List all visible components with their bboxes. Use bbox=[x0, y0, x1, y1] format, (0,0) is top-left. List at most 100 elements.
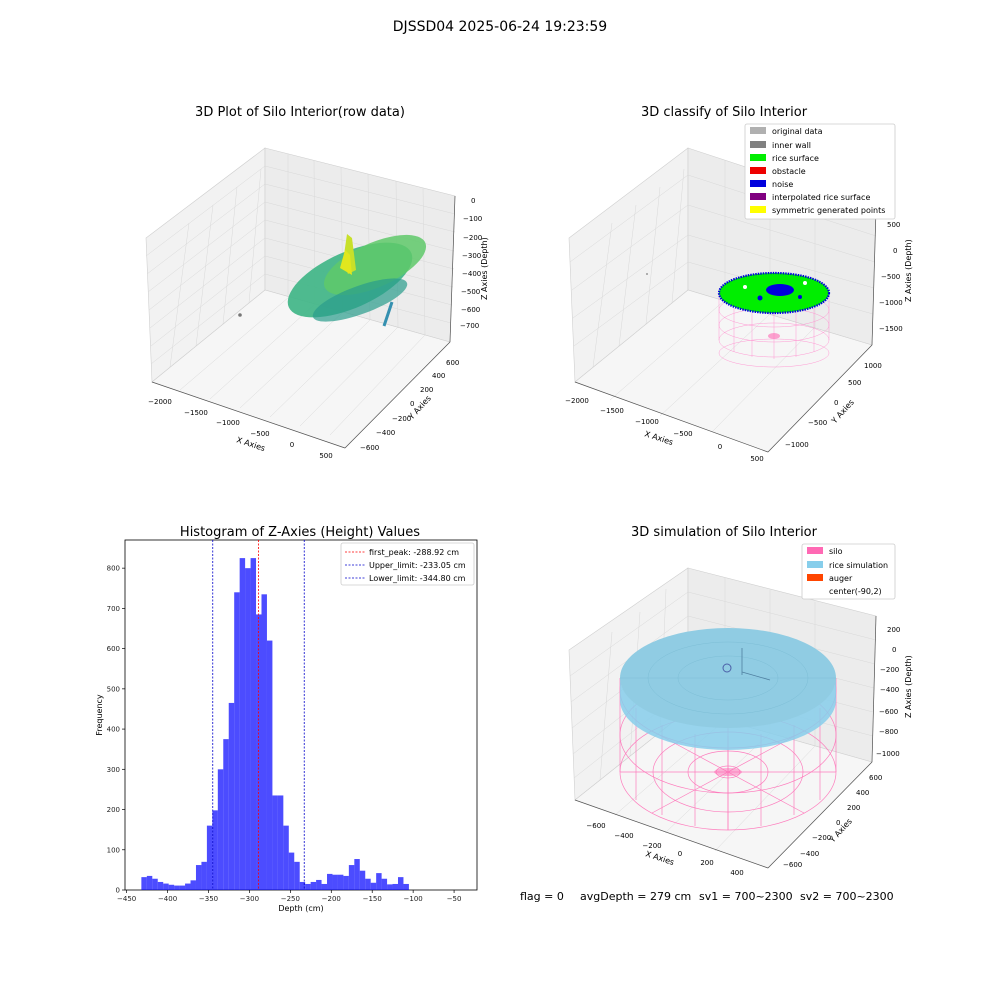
histogram-y-tick-label: 100 bbox=[107, 846, 120, 854]
histogram-bar bbox=[354, 859, 360, 890]
histogram-bar bbox=[403, 883, 409, 890]
histogram-bar bbox=[168, 884, 175, 890]
raw-x-tick: −500 bbox=[250, 430, 269, 438]
histogram-bar bbox=[316, 879, 322, 890]
histogram-bar bbox=[190, 880, 196, 890]
classify-cylinder bbox=[646, 271, 831, 368]
histogram-bar bbox=[163, 883, 169, 890]
legend-label-rice-surface: rice surface bbox=[772, 154, 819, 163]
classify-x-ticks: −2000 −1500 −1000 −500 0 500 bbox=[565, 397, 764, 463]
simulation-legend: silo rice simulation auger center(-90,2) bbox=[801, 543, 896, 600]
simulation-x-label: X Axies bbox=[644, 849, 675, 867]
simulation-y-label: Y Axies bbox=[827, 817, 854, 845]
histogram-bar bbox=[201, 861, 207, 890]
histogram-bar bbox=[250, 558, 257, 890]
raw-y-ticks: −600 −400 −200 0 200 400 600 bbox=[360, 359, 459, 452]
simulation-y-tick: 0 bbox=[836, 819, 840, 827]
simulation-y-tick: −400 bbox=[800, 850, 819, 858]
legend-label-silo: silo bbox=[829, 547, 843, 556]
histogram-bar bbox=[174, 885, 180, 890]
histogram-y-tick-label: 0 bbox=[116, 887, 120, 895]
histogram-x-tick-label: −100 bbox=[404, 895, 423, 903]
raw-z-tick: −600 bbox=[461, 306, 480, 314]
histogram-bar bbox=[256, 614, 262, 890]
simulation-z-tick: 0 bbox=[892, 646, 896, 654]
classify-z-tick: 0 bbox=[893, 247, 897, 255]
legend-swatch-original bbox=[750, 127, 766, 134]
histogram-bar bbox=[288, 852, 295, 890]
histogram-bar bbox=[185, 883, 191, 890]
histogram-bar bbox=[146, 875, 153, 890]
classify-z-ticks: 500 0 −500 −1000 −1500 bbox=[879, 221, 903, 333]
legend-swatch-obstacle bbox=[750, 167, 766, 174]
classify-x-tick: 0 bbox=[718, 443, 722, 451]
simulation-z-tick: −400 bbox=[880, 686, 899, 694]
histogram-x-tick-label: −50 bbox=[447, 895, 462, 903]
sv2-text: sv2 = 700~2300 bbox=[800, 890, 894, 903]
legend-label-auger: auger bbox=[829, 574, 853, 583]
histogram-bar bbox=[266, 640, 273, 890]
histogram-bar bbox=[239, 558, 246, 890]
classify-z-tick: −500 bbox=[881, 273, 900, 281]
histogram-bar bbox=[152, 878, 158, 890]
classify-z-label: Z Axies (Depth) bbox=[904, 239, 913, 302]
simulation-x-tick: 200 bbox=[700, 859, 713, 867]
simulation-z-label: Z Axies (Depth) bbox=[904, 655, 913, 718]
classify-x-tick: −2000 bbox=[565, 397, 589, 405]
histogram-bar bbox=[217, 769, 224, 890]
histogram-bar bbox=[272, 795, 278, 890]
legend-swatch-rice-surface bbox=[750, 154, 766, 161]
status-footer: flag = 0 avgDepth = 279 cm sv1 = 700~230… bbox=[520, 890, 894, 903]
histogram-x-tick-label: −400 bbox=[158, 895, 177, 903]
histogram-y-tick-label: 400 bbox=[107, 726, 120, 734]
raw-z-tick: −100 bbox=[463, 215, 482, 223]
classify-y-tick: 0 bbox=[834, 399, 838, 407]
simulation-y-tick: 400 bbox=[856, 789, 869, 797]
legend-label-lower-limit: Lower_limit: -344.80 cm bbox=[369, 574, 466, 583]
histogram-x-tick-label: −300 bbox=[240, 895, 259, 903]
histogram-x-tick-label: −200 bbox=[322, 895, 341, 903]
legend-swatch-noise bbox=[750, 180, 766, 187]
classify-z-tick: −1500 bbox=[879, 325, 903, 333]
raw-point-cloud bbox=[238, 234, 427, 327]
histogram-bar bbox=[141, 877, 147, 890]
histogram-bar bbox=[332, 874, 338, 890]
legend-label-noise: noise bbox=[772, 180, 793, 189]
histogram-bar bbox=[321, 883, 328, 890]
simulation-panel: 3D simulation of Silo Interior bbox=[568, 525, 913, 877]
simulation-x-tick: −400 bbox=[614, 832, 633, 840]
simulation-y-ticks: −600 −400 −200 0 200 400 600 bbox=[783, 774, 882, 869]
simulation-z-tick: −800 bbox=[879, 728, 898, 736]
histogram-bar bbox=[261, 594, 267, 890]
legend-swatch-auger bbox=[807, 574, 823, 581]
raw-y-tick: −200 bbox=[392, 415, 411, 423]
legend-label-inner-wall: inner wall bbox=[772, 141, 811, 150]
histogram-plot-area bbox=[124, 539, 478, 891]
classify-y-tick: −500 bbox=[808, 419, 827, 427]
histogram-y-ticks: 0 100 200 300 400 500 600 700 800 bbox=[107, 565, 125, 895]
legend-label-rice-simulation: rice simulation bbox=[829, 561, 888, 570]
raw-x-tick: −2000 bbox=[148, 398, 172, 406]
histogram-bar bbox=[206, 825, 213, 890]
simulation-y-tick: −200 bbox=[812, 834, 831, 842]
histogram-bar bbox=[195, 865, 202, 890]
classify-y-tick: 1000 bbox=[864, 362, 882, 370]
histogram-x-label: Depth (cm) bbox=[278, 904, 323, 913]
histogram-bar bbox=[277, 795, 284, 890]
classify-y-tick: −1000 bbox=[785, 441, 809, 449]
simulation-z-tick: −600 bbox=[879, 708, 898, 716]
simulation-z-tick: −200 bbox=[880, 666, 899, 674]
histogram-bar bbox=[327, 873, 333, 890]
simulation-y-tick: −600 bbox=[783, 861, 802, 869]
histogram-bar bbox=[212, 810, 218, 890]
histogram-bar bbox=[245, 568, 251, 890]
histogram-bar bbox=[365, 878, 371, 890]
raw-x-tick: 500 bbox=[319, 452, 332, 460]
raw-z-tick: −300 bbox=[462, 252, 481, 260]
simulation-x-tick: 400 bbox=[730, 869, 743, 877]
simulation-y-tick: 200 bbox=[847, 804, 860, 812]
legend-swatch-silo bbox=[807, 547, 823, 554]
histogram-bar bbox=[359, 870, 366, 890]
classify-y-ticks: −1000 −500 0 500 1000 bbox=[785, 362, 882, 449]
raw-x-tick: −1500 bbox=[184, 409, 208, 417]
